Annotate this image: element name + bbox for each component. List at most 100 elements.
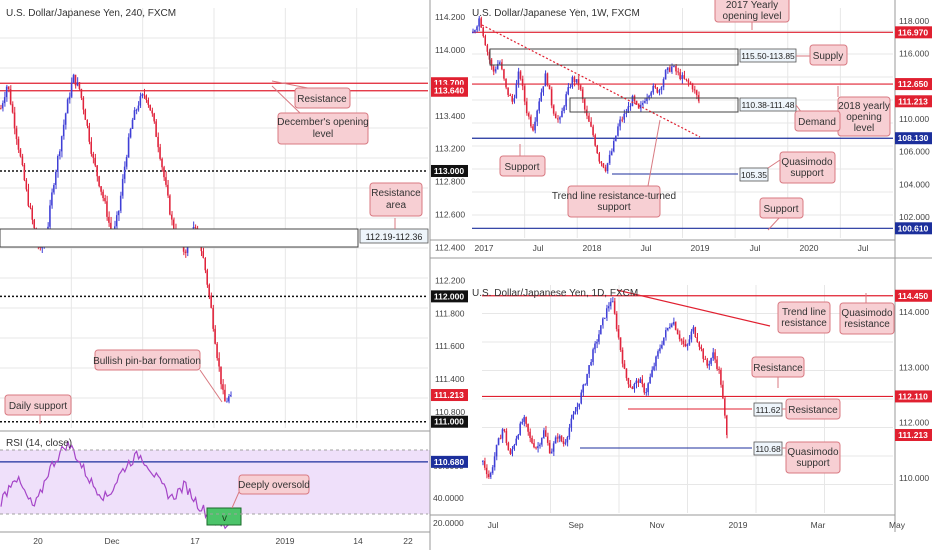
price-tag-box (431, 415, 468, 428)
svg-text:Resistance: Resistance (753, 363, 803, 374)
candle-body (581, 89, 584, 100)
candle-body (145, 95, 147, 100)
candle-body (644, 101, 646, 103)
candle-body (7, 86, 10, 90)
candle-body (544, 430, 547, 437)
candle-body (86, 119, 88, 126)
price-tick-label: 114.000 (435, 45, 465, 55)
price-tick-label: 104.000 (899, 179, 930, 189)
candle-body (576, 406, 578, 412)
candle-body (167, 184, 169, 196)
candle-body (714, 352, 716, 360)
rsi-band (0, 450, 430, 514)
candle-body (556, 437, 559, 439)
candle-body (161, 158, 163, 168)
candle-body (11, 104, 14, 113)
candle-body (673, 65, 675, 67)
candle-body (592, 126, 594, 136)
candle-body (165, 177, 167, 185)
candle-body (487, 474, 490, 478)
note-weekly-quasimodo-text: Quasimodo support (781, 157, 833, 179)
candle-body (670, 324, 673, 328)
candle-body (509, 450, 512, 454)
candle-body (131, 119, 134, 129)
daily-candles (481, 296, 728, 480)
candle-body (503, 429, 506, 432)
price-tag-label: 111.213 (434, 390, 464, 400)
candle-body (521, 78, 524, 87)
time-tick-label: Jul (750, 243, 761, 253)
candle-body (80, 89, 83, 98)
candle-body (724, 398, 726, 416)
candle-body (51, 192, 53, 206)
candle-body (592, 349, 594, 363)
candle-body (173, 219, 175, 230)
rsi-line (0, 440, 232, 530)
candle-body (33, 219, 35, 229)
candle-body (602, 318, 604, 326)
price-tag-label: 111.213 (898, 430, 928, 440)
candle-body (615, 313, 618, 330)
candle-body (210, 295, 212, 308)
candle-body (25, 180, 28, 190)
candle-body (557, 118, 559, 120)
candle-body (480, 18, 482, 28)
candle-body (542, 430, 545, 438)
candle-body (488, 51, 491, 60)
candle-body (554, 437, 557, 444)
candle-body (472, 31, 474, 34)
price-tick-label: 106.000 (899, 147, 930, 157)
candle-body (617, 126, 619, 136)
candle-body (607, 306, 610, 309)
candle-body (9, 89, 12, 105)
candle-body (584, 384, 586, 386)
candle-body (19, 149, 22, 157)
candle-body (505, 431, 508, 443)
candle-body (507, 442, 510, 451)
candle-body (119, 195, 122, 211)
note-daily-quasimodo-support: Quasimodo support (782, 441, 841, 474)
daily-trend-line (616, 289, 771, 327)
time-tick-label: Jul (641, 243, 652, 253)
note-daily-quasimodo-support-text: Quasimodo support (787, 447, 839, 469)
note-daily-trendline: Trend line resistance (777, 301, 831, 334)
weekly-quasimodo-label: 105.35 (741, 170, 767, 180)
time-tick-label: Jul (858, 243, 869, 253)
candle-body (55, 171, 57, 185)
time-tick-label: May (889, 520, 906, 530)
time-tick-label: 22 (403, 536, 413, 546)
candle-body (720, 369, 722, 385)
note-resistance-area: Resistance area (369, 182, 423, 229)
candle-body (569, 87, 571, 89)
price-tick-label: 111.600 (435, 341, 465, 351)
note-deeply-oversold: Deeply oversold (231, 474, 310, 509)
time-tick-label: 2019 (276, 536, 295, 546)
time-tick-label: 2020 (800, 243, 819, 253)
candle-body (710, 358, 712, 364)
candle-body (72, 74, 75, 83)
h4-time-axis: 20 Dec 17 2019 14 22 (33, 536, 413, 546)
candle-body (492, 66, 495, 72)
candle-body (559, 117, 561, 120)
candle-body (58, 151, 61, 156)
candle-body (515, 438, 517, 446)
price-tag-box (895, 26, 932, 39)
candle-body (649, 376, 651, 384)
note-daily-support: Daily support (4, 394, 72, 424)
time-tick-label: Jul (533, 243, 544, 253)
candle-body (643, 383, 645, 393)
time-tick-label: Mar (811, 520, 826, 530)
price-tag-label: 111.000 (434, 417, 464, 427)
candle-body (62, 124, 65, 137)
h4-chart-title: U.S. Dollar/Japanese Yen, 240, FXCM (6, 8, 176, 19)
candle-body (586, 373, 588, 385)
candle-body (668, 67, 671, 72)
candle-body (583, 99, 586, 110)
price-tag-label: 112.650 (898, 79, 929, 89)
candle-body (573, 77, 576, 83)
note-h4-resistance: Resistance (271, 80, 351, 109)
h4-resistance-zone-label-box (359, 228, 429, 244)
weekly-quasimodo-label-box (739, 167, 769, 182)
candle-body (613, 301, 616, 314)
